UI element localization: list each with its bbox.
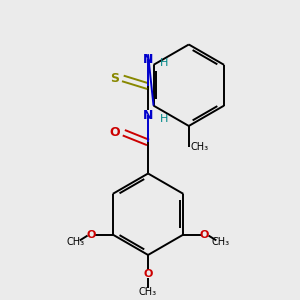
Text: H: H (159, 58, 168, 68)
Text: CH₃: CH₃ (191, 142, 209, 152)
Text: CH₃: CH₃ (211, 237, 229, 248)
Text: N: N (143, 52, 153, 65)
Text: O: O (143, 269, 153, 279)
Text: S: S (110, 72, 119, 85)
Text: O: O (200, 230, 209, 240)
Text: O: O (109, 126, 120, 139)
Text: CH₃: CH₃ (139, 287, 157, 297)
Text: N: N (143, 109, 153, 122)
Text: CH₃: CH₃ (67, 237, 85, 248)
Text: O: O (87, 230, 96, 240)
Text: H: H (159, 114, 168, 124)
